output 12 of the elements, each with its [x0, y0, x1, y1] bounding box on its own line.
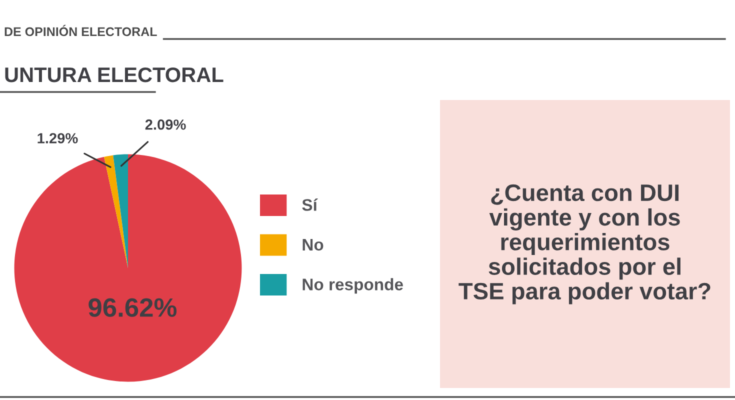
pie-slice — [14, 154, 242, 382]
legend-label: Sí — [302, 198, 318, 211]
data-label: 1.29% — [38, 133, 78, 144]
pie-slice — [104, 155, 128, 268]
text: ¿Cuenta con DUI vigente y con los requerimientos solicitados por el TSE para poder votar? — [458, 184, 710, 304]
chart-title: UNTURA ELECTORAL — [5, 67, 224, 82]
data-label: 96.62% — [88, 298, 177, 317]
chart-subtitle: DE OPINIÓN ELECTORAL — [4, 24, 157, 36]
legend-label: No — [302, 238, 324, 251]
data-label: 2.09% — [145, 119, 186, 130]
legend-label: No responde — [302, 278, 403, 294]
pie-slice — [113, 154, 128, 268]
